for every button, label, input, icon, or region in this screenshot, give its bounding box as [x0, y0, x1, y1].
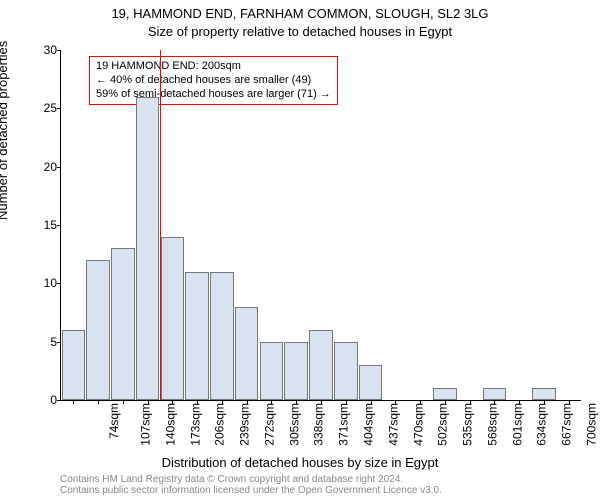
y-tick-label: 20 — [27, 160, 57, 174]
x-tick-mark — [494, 400, 495, 404]
x-tick-mark — [123, 400, 124, 404]
x-axis-label: Distribution of detached houses by size … — [0, 455, 600, 470]
x-tick-label: 107sqm — [139, 403, 153, 446]
annotation-line1: 19 HAMMOND END: 200sqm — [96, 60, 331, 74]
histogram-bar — [309, 330, 333, 400]
x-tick-mark — [321, 400, 322, 404]
chart-supertitle: 19, HAMMOND END, FARNHAM COMMON, SLOUGH,… — [0, 6, 600, 21]
x-tick-label: 173sqm — [188, 403, 202, 446]
y-tick-mark — [57, 167, 61, 168]
x-tick-label: 634sqm — [535, 403, 549, 446]
y-tick-mark — [57, 50, 61, 51]
x-tick-mark — [296, 400, 297, 404]
x-tick-label: 404sqm — [362, 403, 376, 446]
histogram-bar — [334, 342, 358, 400]
x-tick-label: 74sqm — [107, 403, 121, 439]
x-tick-mark — [197, 400, 198, 404]
histogram-bar — [210, 272, 234, 400]
x-tick-mark — [247, 400, 248, 404]
x-tick-label: 470sqm — [411, 403, 425, 446]
x-tick-mark — [346, 400, 347, 404]
histogram-bar — [235, 307, 259, 400]
histogram-bar — [86, 260, 110, 400]
x-tick-mark — [519, 400, 520, 404]
x-tick-label: 371sqm — [337, 403, 351, 446]
x-tick-label: 535sqm — [461, 403, 475, 446]
x-tick-mark — [395, 400, 396, 404]
x-tick-label: 206sqm — [213, 403, 227, 446]
histogram-bar — [532, 388, 556, 400]
x-tick-label: 667sqm — [560, 403, 574, 446]
x-tick-label: 700sqm — [585, 403, 599, 446]
x-tick-mark — [271, 400, 272, 404]
x-tick-mark — [148, 400, 149, 404]
chart-plot-area: 19 HAMMOND END: 200sqm ← 40% of detached… — [60, 50, 581, 401]
x-tick-mark — [445, 400, 446, 404]
x-tick-mark — [222, 400, 223, 404]
histogram-bar — [62, 330, 86, 400]
annotation-line3: 59% of semi-detached houses are larger (… — [96, 88, 331, 102]
y-tick-label: 25 — [27, 101, 57, 115]
x-tick-label: 437sqm — [386, 403, 400, 446]
y-tick-label: 0 — [27, 393, 57, 407]
x-tick-mark — [172, 400, 173, 404]
histogram-bar — [483, 388, 507, 400]
x-tick-mark — [569, 400, 570, 404]
y-tick-label: 10 — [27, 276, 57, 290]
x-tick-mark — [544, 400, 545, 404]
y-tick-mark — [57, 225, 61, 226]
footer-attribution: Contains HM Land Registry data © Crown c… — [60, 474, 442, 496]
x-tick-label: 140sqm — [164, 403, 178, 446]
histogram-bar — [161, 237, 185, 400]
x-tick-label: 338sqm — [312, 403, 326, 446]
subject-marker-line — [160, 50, 161, 400]
annotation-box: 19 HAMMOND END: 200sqm ← 40% of detached… — [89, 56, 338, 105]
y-tick-mark — [57, 342, 61, 343]
histogram-bar — [359, 365, 383, 400]
x-tick-mark — [371, 400, 372, 404]
x-tick-mark — [73, 400, 74, 404]
x-tick-mark — [420, 400, 421, 404]
histogram-bar — [433, 388, 457, 400]
x-tick-label: 305sqm — [287, 403, 301, 446]
x-tick-mark — [98, 400, 99, 404]
y-tick-mark — [57, 108, 61, 109]
footer-line1: Contains HM Land Registry data © Crown c… — [60, 474, 442, 485]
histogram-bar — [136, 97, 160, 400]
histogram-bar — [111, 248, 135, 400]
y-tick-label: 5 — [27, 335, 57, 349]
x-tick-label: 601sqm — [510, 403, 524, 446]
histogram-bar — [185, 272, 209, 400]
x-tick-mark — [470, 400, 471, 404]
histogram-bar — [260, 342, 284, 400]
y-tick-mark — [57, 400, 61, 401]
histogram-bar — [284, 342, 308, 400]
y-axis-label: Number of detached properties — [0, 41, 10, 220]
x-tick-label: 502sqm — [436, 403, 450, 446]
x-tick-label: 239sqm — [238, 403, 252, 446]
x-tick-label: 568sqm — [486, 403, 500, 446]
y-tick-mark — [57, 283, 61, 284]
annotation-line2: ← 40% of detached houses are smaller (49… — [96, 74, 331, 88]
x-tick-label: 272sqm — [263, 403, 277, 446]
footer-line2: Contains public sector information licen… — [60, 485, 442, 496]
y-tick-label: 15 — [27, 218, 57, 232]
chart-subtitle: Size of property relative to detached ho… — [0, 24, 600, 39]
y-tick-label: 30 — [27, 43, 57, 57]
